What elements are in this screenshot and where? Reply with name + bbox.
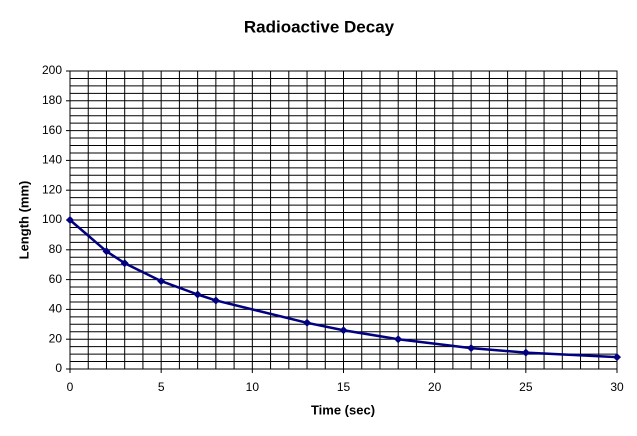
x-tick-label: 5 — [158, 380, 165, 394]
data-marker — [120, 259, 129, 268]
x-axis-title: Time (sec) — [311, 402, 375, 417]
data-marker — [521, 348, 530, 357]
x-tick-label: 0 — [67, 380, 74, 394]
data-marker — [102, 247, 111, 256]
y-tick-label: 160 — [42, 123, 62, 137]
x-tick-label: 25 — [519, 380, 533, 394]
x-tick-label: 30 — [610, 380, 624, 394]
chart-title: Radioactive Decay — [244, 17, 395, 36]
y-axis-title: Length (mm) — [16, 181, 31, 260]
data-marker — [193, 290, 202, 299]
data-marker — [467, 344, 476, 353]
y-tick-label: 180 — [42, 93, 62, 107]
y-tick-label: 120 — [42, 182, 62, 196]
data-marker — [303, 318, 312, 327]
data-marker — [66, 216, 74, 224]
x-tick-label: 15 — [337, 380, 351, 394]
y-tick-label: 140 — [42, 153, 62, 167]
data-marker — [157, 277, 166, 286]
y-tick-label: 40 — [49, 302, 63, 316]
x-tick-label: 20 — [428, 380, 442, 394]
y-tick-label: 20 — [49, 331, 63, 345]
y-tick-label: 80 — [49, 242, 63, 256]
y-tick-label: 0 — [55, 361, 62, 375]
y-tick-label: 100 — [42, 212, 62, 226]
data-line — [69, 219, 618, 359]
y-tick-label: 60 — [49, 272, 63, 286]
y-tick-label: 200 — [42, 63, 62, 77]
data-marker — [394, 335, 403, 344]
x-tick-label: 10 — [246, 380, 260, 394]
data-marker — [339, 326, 348, 335]
data-marker — [613, 353, 621, 362]
data-marker — [211, 296, 220, 305]
